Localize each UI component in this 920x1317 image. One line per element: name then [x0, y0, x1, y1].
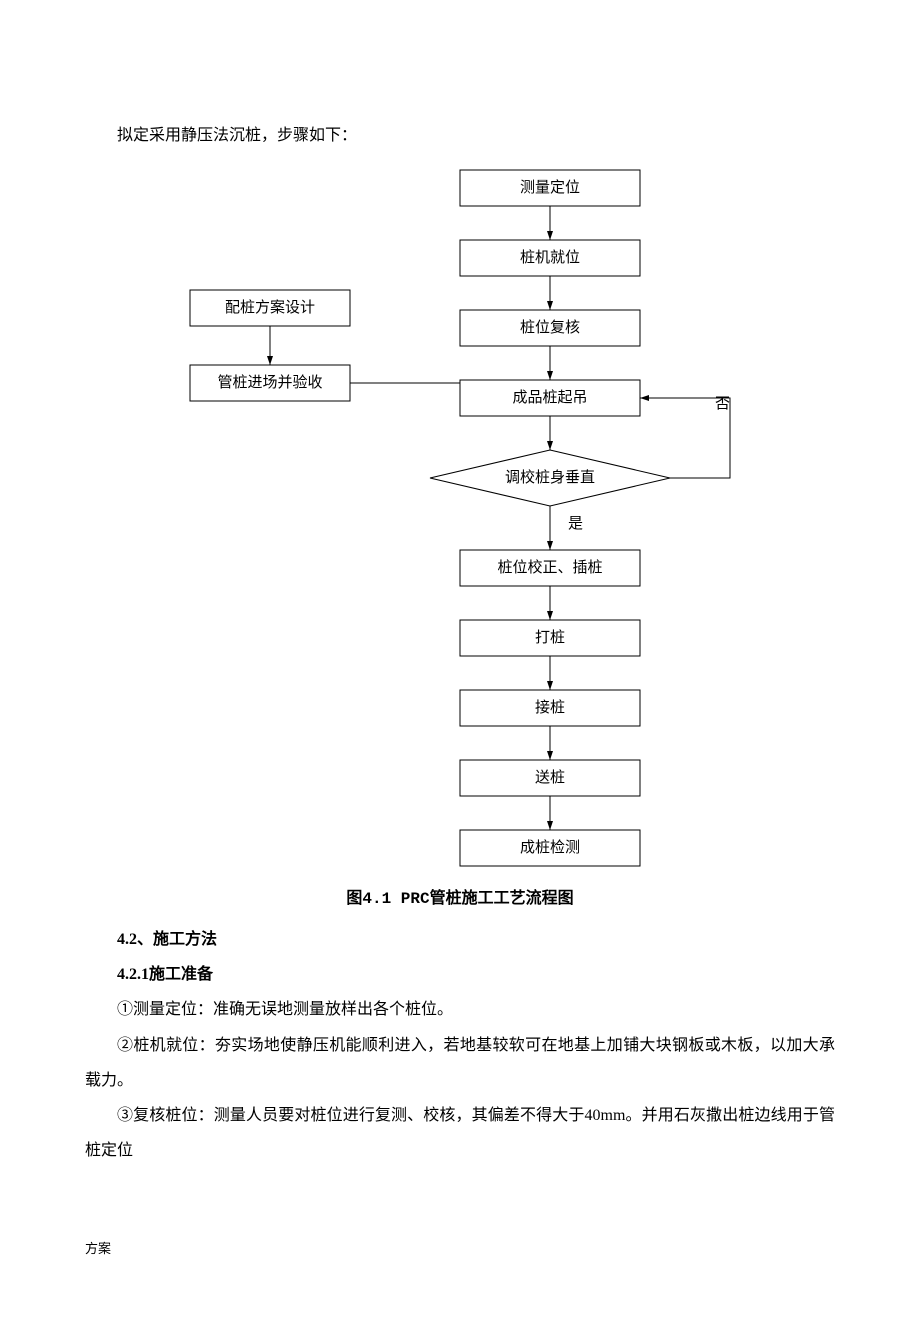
- paragraph-2: ②桩机就位：夯实场地使静压机能顺利进入，若地基较软可在地基上加铺大块钢板或木板，…: [85, 1028, 835, 1098]
- section-4-2: 4.2、施工方法: [85, 922, 835, 957]
- svg-text:接桩: 接桩: [535, 699, 565, 716]
- figure-caption: 图4.1 PRC管桩施工工艺流程图: [85, 884, 835, 908]
- svg-text:配桩方案设计: 配桩方案设计: [225, 298, 315, 316]
- svg-text:打桩: 打桩: [535, 629, 565, 646]
- svg-text:测量定位: 测量定位: [520, 179, 580, 196]
- paragraph-1: ①测量定位：准确无误地测量放样出各个桩位。: [85, 992, 835, 1027]
- flowchart-svg: 测量定位桩机就位配桩方案设计桩位复核管桩进场并验收成品桩起吊调校桩身垂直桩位校正…: [170, 160, 750, 880]
- document-page: 拟定采用静压法沉桩，步骤如下： 测量定位桩机就位配桩方案设计桩位复核管桩进场并验…: [0, 0, 920, 1317]
- svg-text:调校桩身垂直: 调校桩身垂直: [505, 469, 595, 486]
- svg-text:桩位复核: 桩位复核: [520, 318, 580, 336]
- svg-text:送桩: 送桩: [535, 769, 565, 786]
- svg-text:否: 否: [715, 396, 730, 412]
- section-4-2-1: 4.2.1施工准备: [85, 957, 835, 992]
- svg-text:管桩进场并验收: 管桩进场并验收: [217, 374, 322, 391]
- intro-paragraph: 拟定采用静压法沉桩，步骤如下：: [85, 120, 835, 152]
- svg-text:是: 是: [568, 516, 583, 532]
- svg-text:桩位校正、插桩: 桩位校正、插桩: [497, 559, 602, 576]
- prc-flowchart: 测量定位桩机就位配桩方案设计桩位复核管桩进场并验收成品桩起吊调校桩身垂直桩位校正…: [170, 160, 750, 880]
- paragraph-3: ③复核桩位：测量人员要对桩位进行复测、校核，其偏差不得大于40mm。并用石灰撒出…: [85, 1098, 835, 1168]
- svg-text:成桩检测: 成桩检测: [520, 839, 580, 856]
- svg-text:桩机就位: 桩机就位: [520, 249, 580, 266]
- svg-text:成品桩起吊: 成品桩起吊: [512, 389, 587, 406]
- page-footer: 方案: [85, 1238, 835, 1257]
